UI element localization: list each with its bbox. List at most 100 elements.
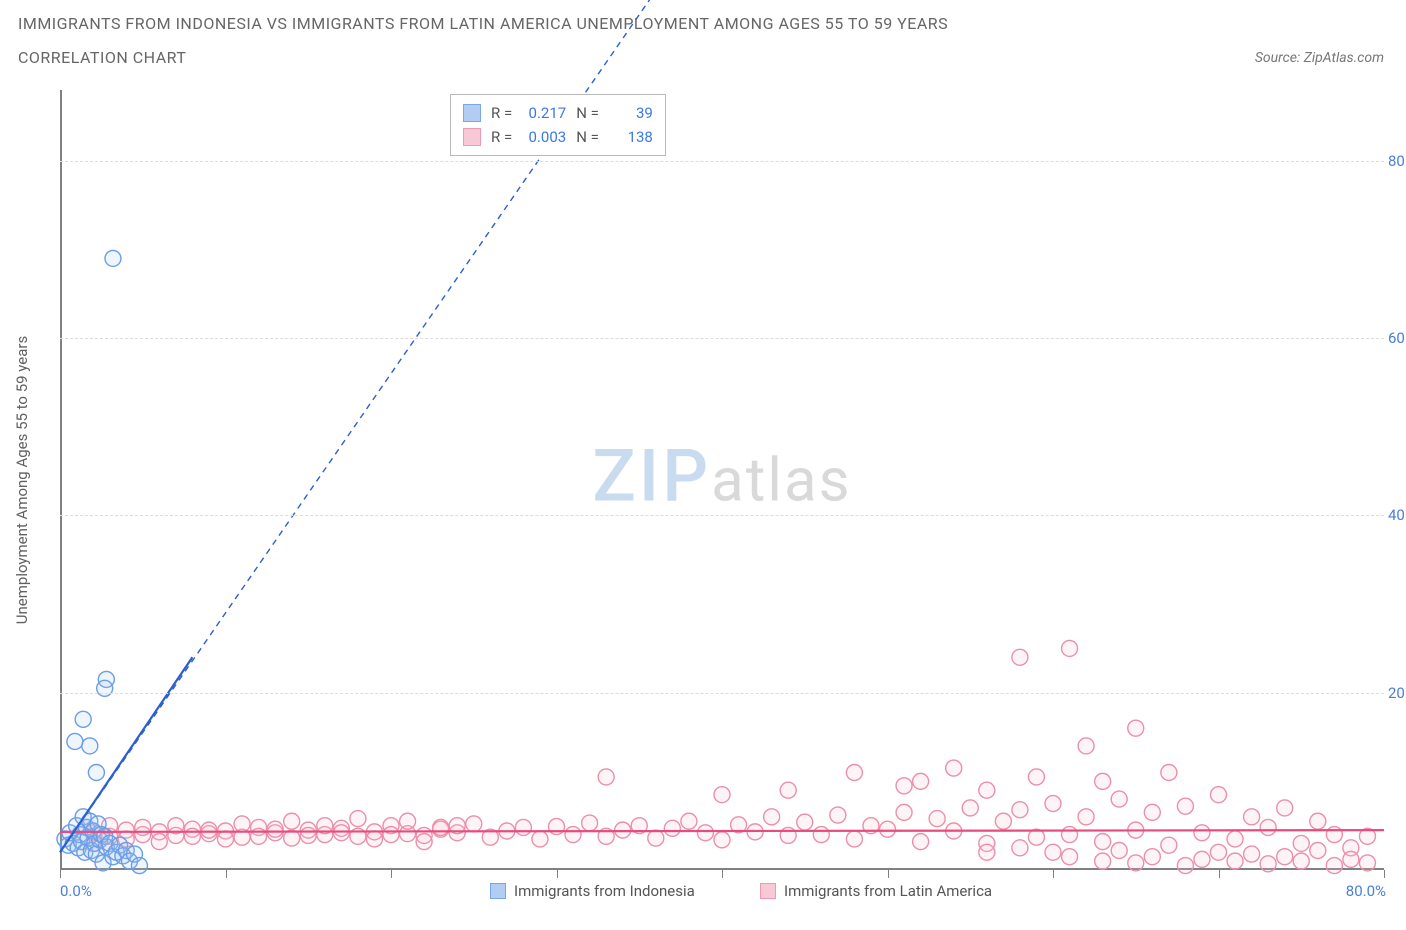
data-point xyxy=(598,769,614,785)
r-label: R = xyxy=(491,125,512,149)
scatter-plot-svg xyxy=(60,90,1384,870)
data-point xyxy=(913,834,929,850)
data-point xyxy=(1260,819,1276,835)
legend-indonesia-label: Immigrants from Indonesia xyxy=(514,882,695,900)
data-point xyxy=(284,813,300,829)
x-tick xyxy=(1219,870,1220,878)
data-point xyxy=(1078,738,1094,754)
x-tick xyxy=(722,870,723,878)
data-point xyxy=(1095,834,1111,850)
x-tick-80: 80.0% xyxy=(1346,882,1386,900)
x-tick xyxy=(391,870,392,878)
data-point xyxy=(151,834,167,850)
data-point xyxy=(218,831,234,847)
data-point xyxy=(1161,837,1177,853)
data-point xyxy=(1343,851,1359,867)
data-point xyxy=(880,821,896,837)
data-point xyxy=(1144,804,1160,820)
data-point xyxy=(1359,855,1375,871)
data-point xyxy=(1310,843,1326,859)
data-point xyxy=(714,832,730,848)
data-point xyxy=(400,813,416,829)
data-point xyxy=(1227,853,1243,869)
data-point xyxy=(830,807,846,823)
data-point xyxy=(1028,769,1044,785)
indonesia-swatch xyxy=(463,104,481,122)
data-point xyxy=(714,787,730,803)
data-point xyxy=(97,680,113,696)
data-point xyxy=(962,800,978,816)
data-point xyxy=(1095,853,1111,869)
data-point xyxy=(201,822,217,838)
data-point xyxy=(1326,858,1342,874)
data-point xyxy=(67,733,83,749)
data-point xyxy=(1078,809,1094,825)
data-point xyxy=(946,760,962,776)
data-point xyxy=(582,815,598,831)
data-point xyxy=(366,831,382,847)
data-point xyxy=(515,819,531,835)
chart-container: IMMIGRANTS FROM INDONESIA VS IMMIGRANTS … xyxy=(0,0,1406,930)
data-point xyxy=(913,773,929,789)
data-point xyxy=(532,831,548,847)
data-point xyxy=(995,813,1011,829)
data-point xyxy=(896,778,912,794)
data-point xyxy=(1144,849,1160,865)
legend-latin-label: Immigrants from Latin America xyxy=(784,882,992,900)
data-point xyxy=(383,827,399,843)
gridline-h xyxy=(60,515,1384,516)
correlation-stats-box: R = 0.217 N = 39 R = 0.003 N = 138 xyxy=(450,94,666,156)
latin-swatch-icon xyxy=(760,883,776,899)
data-point xyxy=(648,830,664,846)
data-point xyxy=(1062,827,1078,843)
data-point xyxy=(1012,649,1028,665)
data-point xyxy=(1194,825,1210,841)
chart-title-line1: IMMIGRANTS FROM INDONESIA VS IMMIGRANTS … xyxy=(18,14,948,33)
data-point xyxy=(466,816,482,832)
gridline-h xyxy=(60,693,1384,694)
x-tick xyxy=(60,870,61,878)
data-point xyxy=(350,811,366,827)
y-tick-label: 20.0% xyxy=(1388,684,1406,702)
data-point xyxy=(979,844,995,860)
x-tick xyxy=(1384,870,1385,878)
data-point xyxy=(1277,849,1293,865)
legend-indonesia: Immigrants from Indonesia xyxy=(490,882,695,900)
indonesia-swatch-icon xyxy=(490,883,506,899)
data-point xyxy=(929,811,945,827)
data-point xyxy=(764,809,780,825)
data-point xyxy=(1045,844,1061,860)
data-point xyxy=(1310,813,1326,829)
x-tick xyxy=(557,870,558,878)
data-point xyxy=(1045,796,1061,812)
data-point xyxy=(1012,802,1028,818)
latin-n-value: 138 xyxy=(609,125,653,149)
x-tick xyxy=(888,870,889,878)
data-point xyxy=(979,782,995,798)
data-point xyxy=(1177,798,1193,814)
data-point xyxy=(1111,843,1127,859)
data-point xyxy=(1293,835,1309,851)
chart-frame: Unemployment Among Ages 55 to 59 years Z… xyxy=(60,90,1384,870)
data-point xyxy=(1211,844,1227,860)
latin-r-value: 0.003 xyxy=(522,125,566,149)
data-point xyxy=(1177,858,1193,874)
data-point xyxy=(697,825,713,841)
data-point xyxy=(1244,846,1260,862)
data-point xyxy=(75,711,91,727)
stats-row-indonesia: R = 0.217 N = 39 xyxy=(463,101,653,125)
x-tick-0: 0.0% xyxy=(60,882,92,900)
source-label: Source: ZipAtlas.com xyxy=(1255,50,1384,66)
legend-latin: Immigrants from Latin America xyxy=(760,882,992,900)
data-point xyxy=(333,825,349,841)
latin-swatch xyxy=(463,128,481,146)
indonesia-r-value: 0.217 xyxy=(522,101,566,125)
data-point xyxy=(433,819,449,835)
gridline-h xyxy=(60,161,1384,162)
data-point xyxy=(1128,720,1144,736)
n-label: N = xyxy=(576,101,599,125)
data-point xyxy=(780,782,796,798)
data-point xyxy=(797,814,813,830)
data-point xyxy=(1012,840,1028,856)
data-point xyxy=(416,834,432,850)
